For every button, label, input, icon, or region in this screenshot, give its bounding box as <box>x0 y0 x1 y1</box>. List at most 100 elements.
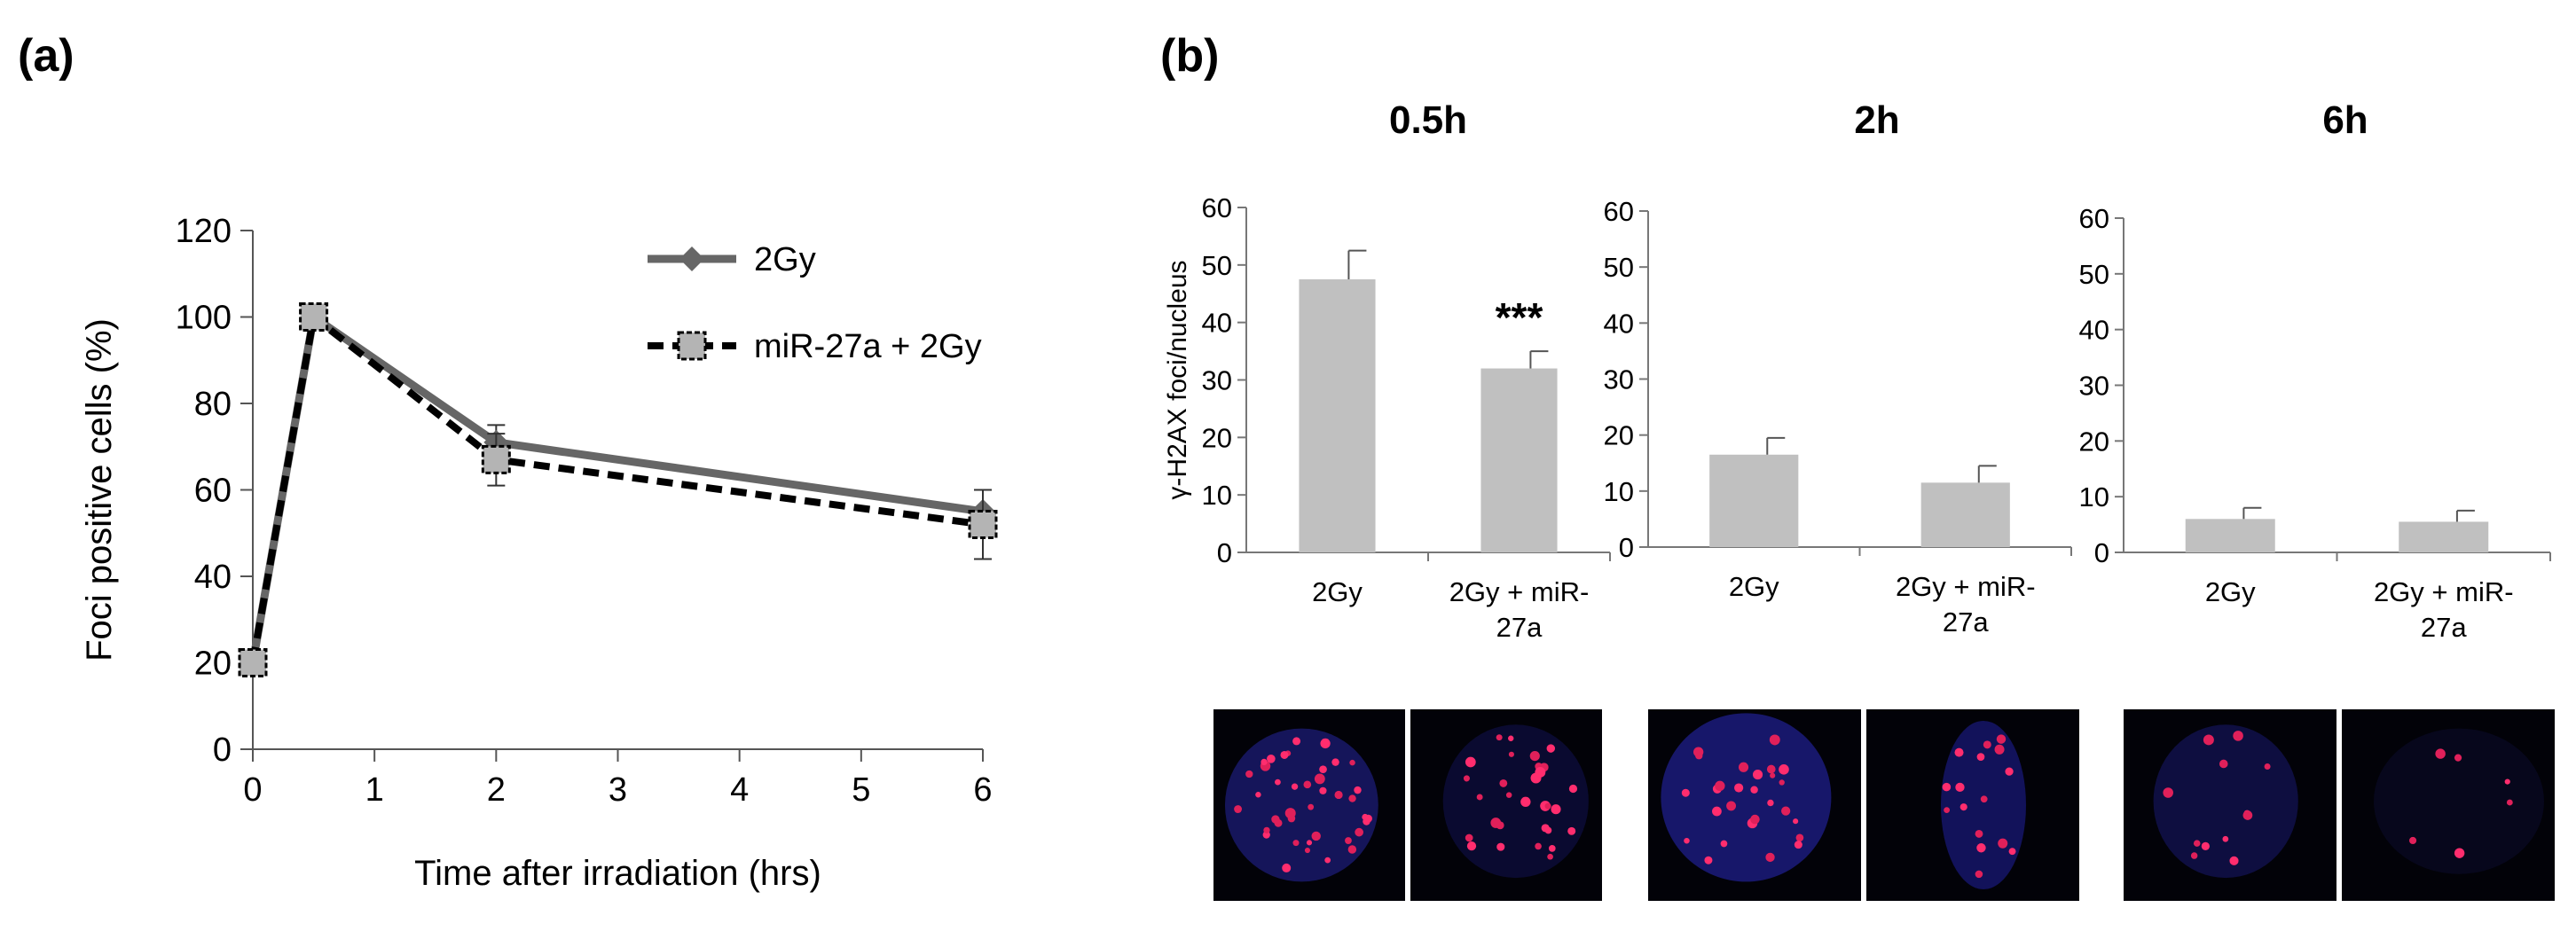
focus-spot <box>1465 756 1476 768</box>
category-label: 2Gy <box>1729 571 1779 602</box>
bar-mir27a <box>2399 521 2489 552</box>
panel-b-label: (b) <box>1160 30 1219 82</box>
focus-spot <box>1944 807 1951 814</box>
x-tick-label: 2 <box>487 771 506 809</box>
category-label: 27a <box>2421 612 2467 643</box>
focus-spot <box>2233 731 2243 741</box>
focus-spot <box>1715 780 1725 792</box>
focus-spot <box>1954 747 1964 757</box>
x-tick-label: 5 <box>852 771 870 809</box>
focus-spot <box>1695 752 1703 760</box>
data-point-mir27a <box>299 302 329 332</box>
focus-spot <box>1311 831 1321 841</box>
focus-spot <box>1976 753 1985 761</box>
focus-spot <box>1505 792 1512 798</box>
focus-spot <box>1324 857 1331 864</box>
focus-spot <box>1303 780 1312 789</box>
data-point-mir27a <box>481 444 511 474</box>
nucleus <box>2374 728 2544 874</box>
focus-spot <box>1750 814 1760 825</box>
nucleus <box>1224 728 1378 882</box>
focus-spot <box>2163 787 2173 798</box>
focus-spot <box>1551 804 1561 815</box>
y-tick-label: 40 <box>1604 308 1634 339</box>
focus-spot <box>2190 852 2198 859</box>
y-tick-label: 10 <box>1604 476 1634 507</box>
series-line-mir27a <box>249 310 984 664</box>
focus-spot <box>1275 778 1281 786</box>
bar-mir27a <box>1480 368 1558 552</box>
x-tick-label: 4 <box>730 771 749 809</box>
category-label: 2Gy + miR- <box>2374 576 2514 607</box>
focus-spot <box>2435 748 2446 759</box>
focus-spot <box>1529 751 1540 762</box>
micrograph-6h-2gy <box>2124 709 2336 901</box>
series-line-2gy <box>248 309 984 664</box>
focus-spot <box>2219 759 2228 769</box>
micrograph-0.5h-2gy <box>1213 709 1405 901</box>
focus-spot <box>1261 758 1268 766</box>
focus-spot <box>1750 786 1758 794</box>
micrograph-0.5h-mir27a <box>1410 709 1602 901</box>
focus-spot <box>1738 762 1749 772</box>
y-tick-label: 20 <box>194 645 232 683</box>
legend-marker-mir27a <box>677 331 707 361</box>
x-tick-label: 1 <box>365 771 384 809</box>
focus-spot <box>1980 795 1988 803</box>
focus-spot <box>2506 799 2513 806</box>
focus-spot <box>1334 790 1343 800</box>
focus-spot <box>1568 784 1578 794</box>
focus-spot <box>1520 796 1531 808</box>
focus-spot <box>1345 837 1352 844</box>
data-point-mir27a <box>238 648 268 677</box>
focus-spot <box>1496 842 1505 851</box>
y-tick-label: 20 <box>1604 420 1634 451</box>
focus-spot <box>1465 833 1473 842</box>
y-tick-label: 0 <box>213 732 232 769</box>
focus-spot <box>1499 778 1508 787</box>
y-tick-label: 20 <box>1202 422 1232 453</box>
y-axis-label: γ-H2AX foci/nucleus <box>1163 260 1192 499</box>
focus-spot <box>1795 833 1804 842</box>
category-label: 27a <box>1496 612 1543 643</box>
bar-2gy <box>1299 279 1376 552</box>
focus-spot <box>1463 775 1470 782</box>
y-tick-label: 40 <box>2079 315 2109 346</box>
focus-spot <box>1263 826 1270 833</box>
focus-spot <box>1354 786 1362 794</box>
focus-spot <box>1766 764 1776 774</box>
focus-spot <box>2454 848 2465 858</box>
focus-spot <box>2005 767 2014 776</box>
y-tick-label: 50 <box>1202 250 1232 281</box>
data-point-mir27a <box>968 510 998 539</box>
focus-spot <box>1767 799 1774 807</box>
y-tick-label: 50 <box>2079 259 2109 290</box>
focus-spot <box>1255 792 1261 798</box>
focus-spot <box>1280 750 1289 760</box>
y-tick-label: 100 <box>176 300 232 337</box>
focus-spot <box>1793 818 1799 825</box>
bar-chart-0.5h: 0.5h 0 10 20 30 40 50 60 γ-H2AX foci/nucleus 2Gy *… <box>1163 98 1611 643</box>
y-tick-label: 0 <box>2094 537 2109 568</box>
focus-spot <box>1681 788 1690 797</box>
focus-spot <box>1983 740 1991 749</box>
nucleus <box>2153 724 2298 879</box>
y-axis-label: Foci positive cells (%) <box>80 318 119 661</box>
focus-spot <box>1752 770 1763 780</box>
focus-spot <box>1308 803 1315 810</box>
focus-spot <box>1976 843 1986 853</box>
bar-2gy <box>1709 454 1799 547</box>
focus-spot <box>1567 826 1576 835</box>
focus-spot <box>1720 840 1728 848</box>
focus-spot <box>1282 863 1292 872</box>
focus-spot <box>1347 845 1357 854</box>
focus-spot <box>1765 852 1775 863</box>
y-tick-label: 50 <box>1604 252 1634 283</box>
line-chart: 0 20 40 60 80 100 120 0 1 2 3 4 5 6 Time after irradia… <box>80 213 998 893</box>
y-tick-label: 60 <box>194 473 232 510</box>
significance-label: *** <box>1496 294 1543 340</box>
x-tick-label: 3 <box>609 771 627 809</box>
bar-2gy <box>2185 519 2275 552</box>
focus-spot <box>2408 836 2417 845</box>
